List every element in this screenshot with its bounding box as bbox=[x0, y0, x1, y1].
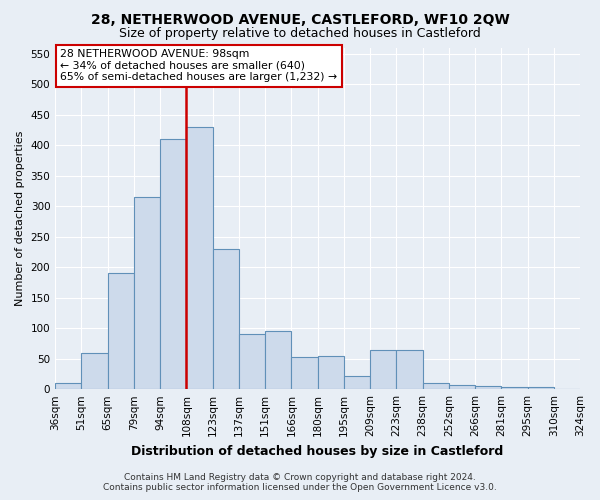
Bar bbox=[422, 383, 449, 389]
Bar bbox=[527, 388, 554, 389]
Bar bbox=[501, 388, 527, 389]
Bar bbox=[449, 385, 475, 389]
Bar bbox=[397, 350, 422, 389]
Bar bbox=[292, 358, 317, 389]
Text: Size of property relative to detached houses in Castleford: Size of property relative to detached ho… bbox=[119, 28, 481, 40]
Text: Contains HM Land Registry data © Crown copyright and database right 2024.
Contai: Contains HM Land Registry data © Crown c… bbox=[103, 473, 497, 492]
Bar bbox=[187, 127, 212, 389]
Bar bbox=[370, 350, 397, 389]
Bar bbox=[239, 334, 265, 389]
Text: 28, NETHERWOOD AVENUE, CASTLEFORD, WF10 2QW: 28, NETHERWOOD AVENUE, CASTLEFORD, WF10 … bbox=[91, 12, 509, 26]
Bar bbox=[212, 249, 239, 389]
X-axis label: Distribution of detached houses by size in Castleford: Distribution of detached houses by size … bbox=[131, 444, 504, 458]
Text: 28 NETHERWOOD AVENUE: 98sqm
← 34% of detached houses are smaller (640)
65% of se: 28 NETHERWOOD AVENUE: 98sqm ← 34% of det… bbox=[61, 49, 338, 82]
Bar bbox=[107, 274, 134, 389]
Bar bbox=[55, 383, 82, 389]
Bar bbox=[82, 352, 107, 389]
Bar bbox=[317, 356, 344, 389]
Bar bbox=[554, 388, 580, 389]
Bar bbox=[160, 139, 187, 389]
Bar bbox=[344, 376, 370, 389]
Bar bbox=[134, 197, 160, 389]
Y-axis label: Number of detached properties: Number of detached properties bbox=[15, 130, 25, 306]
Bar bbox=[475, 386, 501, 389]
Bar bbox=[265, 331, 292, 389]
